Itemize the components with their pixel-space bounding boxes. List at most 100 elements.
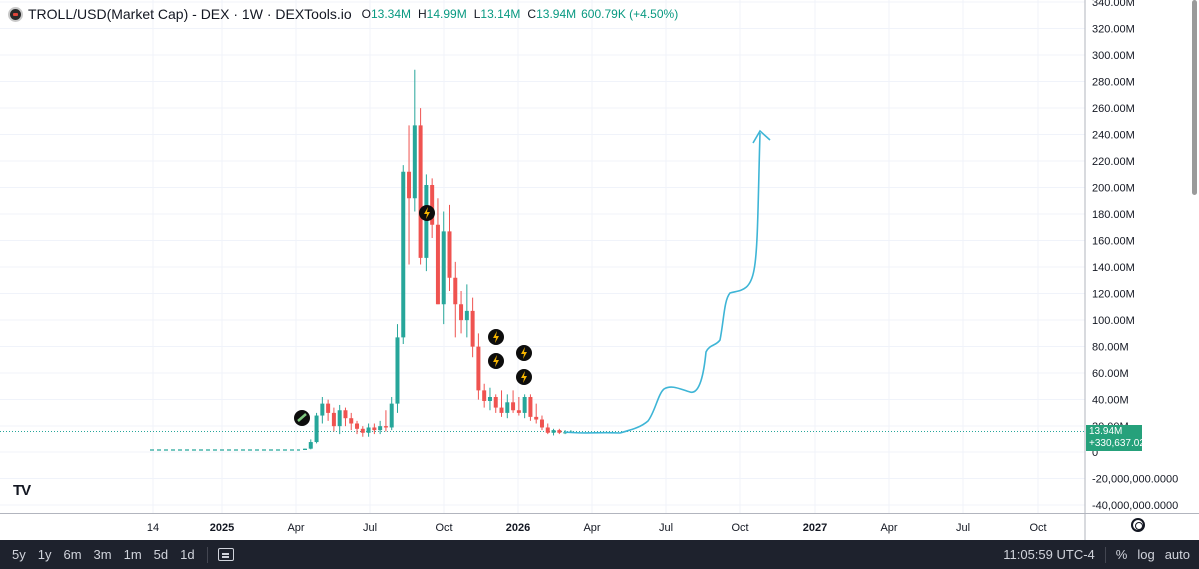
bolt-glyph	[521, 347, 527, 359]
bolt-glyph	[493, 355, 499, 367]
y-axis-label: 200.00M	[1092, 183, 1135, 195]
candle-body	[349, 418, 354, 424]
x-axis-label: Jul	[659, 522, 673, 534]
candle-body	[447, 231, 452, 278]
tradingview-logo-icon[interactable]: TV	[13, 482, 31, 499]
candle-body	[395, 337, 400, 404]
ohlc-values: O13.34M H14.99M L13.14M C13.94M	[362, 7, 577, 21]
x-axis-label: Apr	[583, 522, 600, 534]
percent-scale-button[interactable]: %	[1115, 547, 1128, 562]
candle-body	[430, 185, 435, 225]
y-axis-label: 240.00M	[1092, 130, 1135, 142]
y-axis-label: 220.00M	[1092, 156, 1135, 168]
candle-body	[407, 171, 412, 199]
bolt-glyph	[493, 331, 499, 343]
candle-body	[378, 426, 383, 431]
x-axis-label: Oct	[435, 522, 452, 534]
close-value: 13.94M	[536, 7, 577, 21]
candle-body	[557, 430, 562, 433]
candle-body	[441, 231, 446, 305]
y-axis-label: 100.00M	[1092, 315, 1135, 327]
change-value: 600.79K (+4.50%)	[581, 7, 679, 21]
candle-body	[464, 310, 469, 321]
toolbar-divider	[206, 546, 208, 563]
scrollbar[interactable]	[1192, 0, 1197, 195]
candle-body	[493, 397, 498, 408]
candle-body	[435, 224, 440, 305]
range-3m-button[interactable]: 3m	[93, 547, 112, 562]
range-1y-button[interactable]: 1y	[37, 547, 52, 562]
candle-body	[326, 403, 331, 413]
candle-body	[355, 423, 360, 429]
close-key: C	[527, 7, 537, 21]
high-value: 14.99M	[426, 7, 467, 21]
y-axis-label: 60.00M	[1092, 368, 1129, 380]
candle-body	[545, 427, 550, 433]
range-5y-button[interactable]: 5y	[12, 547, 26, 562]
x-axis-label: Oct	[731, 522, 748, 534]
settings-gear-icon[interactable]	[1131, 518, 1145, 532]
open-key: O	[361, 7, 371, 21]
candle-body	[505, 402, 510, 413]
date-range-icon[interactable]	[217, 548, 234, 561]
y-axis-label: 120.00M	[1092, 289, 1135, 301]
candle-body	[412, 125, 417, 199]
candle-body	[499, 407, 504, 413]
x-axis-label: 2027	[803, 522, 827, 534]
candle-body	[314, 415, 319, 443]
x-axis-label: Jul	[956, 522, 970, 534]
clock-time[interactable]: 11:05:59 UTC-4	[1003, 547, 1095, 562]
x-axis-label: Apr	[880, 522, 897, 534]
candle-body	[331, 412, 336, 427]
candle-body	[389, 403, 394, 428]
projection-curve[interactable]	[564, 132, 761, 434]
symbol-title[interactable]: TROLL/USD(Market Cap) - DEX · 1W · DEXTo…	[28, 6, 352, 22]
bottom-toolbar: 5y 1y 6m 3m 1m 5d 1d 11:05:59 UTC-4 % lo…	[0, 540, 1199, 569]
y-axis-label: 40.00M	[1092, 395, 1129, 407]
candle-body	[511, 402, 516, 411]
log-scale-button[interactable]: log	[1137, 547, 1155, 562]
y-axis-label: 160.00M	[1092, 236, 1135, 248]
candle-body	[528, 397, 533, 417]
candle-body	[360, 428, 365, 433]
chart-canvas[interactable]: 340.00M 320.00M 300.00M 280.00M 260.00M 240.0…	[0, 0, 1199, 540]
y-axis-label: 280.00M	[1092, 77, 1135, 89]
event-marker-glyph	[297, 413, 307, 422]
x-axis-label: Apr	[287, 522, 304, 534]
x-axis-label: Jul	[363, 522, 377, 534]
candle-body	[308, 442, 313, 449]
low-value: 13.14M	[480, 7, 521, 21]
range-1d-button[interactable]: 1d	[180, 547, 195, 562]
low-key: L	[473, 7, 481, 21]
last-price-badge: 13.94M +330,637.02%	[1086, 425, 1154, 451]
candle-body	[470, 310, 475, 347]
y-axis-label: 180.00M	[1092, 209, 1135, 221]
x-axis-label: 2025	[210, 522, 234, 534]
range-1m-button[interactable]: 1m	[123, 547, 142, 562]
x-axis-label: Oct	[1029, 522, 1046, 534]
token-logo-icon	[8, 6, 23, 22]
last-price-percent: +330,637.02%	[1089, 438, 1154, 449]
candle-body	[453, 277, 458, 305]
projection-arrow-head[interactable]	[752, 129, 771, 144]
scale-controls: 11:05:59 UTC-4 % log auto	[1003, 546, 1190, 563]
candle-body	[522, 397, 527, 413]
range-5d-button[interactable]: 5d	[153, 547, 169, 562]
candle-body	[551, 430, 556, 433]
candle-body	[343, 410, 348, 419]
bolt-glyph	[521, 371, 527, 383]
candle-body	[459, 304, 464, 321]
candle-body	[303, 448, 307, 450]
auto-scale-button[interactable]: auto	[1164, 547, 1190, 562]
y-axis-label: 260.00M	[1092, 103, 1135, 115]
candle-body	[476, 346, 481, 391]
candle-body	[487, 397, 492, 401]
x-axis-label: 14	[147, 522, 159, 534]
y-axis-label: 0	[1092, 447, 1098, 459]
range-6m-button[interactable]: 6m	[63, 547, 82, 562]
last-price: 13.94M	[1089, 426, 1123, 437]
candle-body	[418, 125, 423, 258]
y-axis-label: 80.00M	[1092, 342, 1129, 354]
high-key: H	[418, 7, 427, 21]
